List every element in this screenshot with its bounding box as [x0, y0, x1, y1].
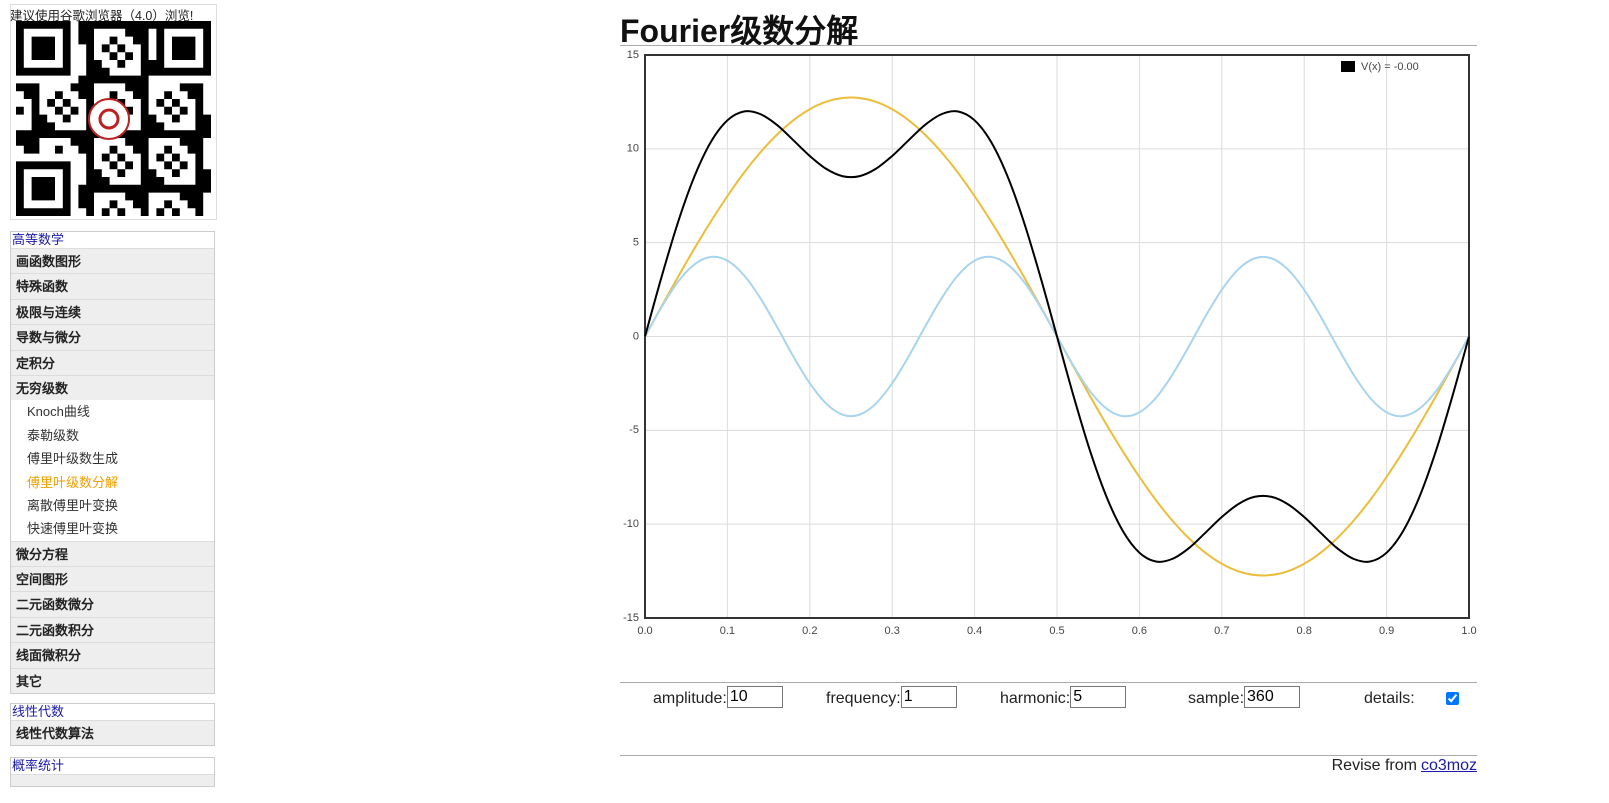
x-tick-label: 0.9	[1379, 625, 1394, 637]
submenu-item[interactable]: 傅里叶级数分解	[27, 474, 119, 490]
series-line	[644, 110, 1470, 563]
x-tick-label: 0.8	[1297, 625, 1312, 637]
page-title: Fourier级数分解	[620, 13, 859, 49]
control-label: amplitude:	[653, 690, 727, 707]
divider	[620, 755, 1477, 756]
qr-logo-inner	[98, 108, 120, 130]
submenu-item[interactable]: 离散傅里叶变换	[27, 497, 119, 513]
qr-code	[10, 4, 217, 220]
control-input[interactable]	[726, 686, 783, 708]
x-tick-label: 0.3	[885, 625, 900, 637]
menu-section: 概率统计	[10, 757, 215, 787]
control-label: details:	[1364, 690, 1415, 707]
control-checkbox[interactable]	[1445, 692, 1459, 706]
menu-item[interactable]: 二元函数微分	[11, 591, 214, 617]
y-tick-label: 15	[627, 49, 639, 61]
control: details:	[1364, 686, 1459, 712]
submenu-item[interactable]: 傅里叶级数生成	[27, 451, 119, 467]
qr-logo	[88, 98, 130, 140]
menu-item[interactable]: 画函数图形	[11, 248, 214, 274]
notice: 建议使用谷歌浏览器（4.0）浏览!	[10, 9, 194, 23]
qr-modules	[16, 21, 211, 216]
menu-item[interactable]: 导数与微分	[11, 324, 214, 350]
x-tick-label: 0.2	[802, 625, 817, 637]
menu-item[interactable]: 空间图形	[11, 566, 214, 592]
menu-section-title[interactable]: 高等数学	[12, 232, 65, 247]
y-tick-label: 10	[627, 143, 639, 155]
control-input[interactable]	[1244, 686, 1301, 708]
menu-item[interactable]: 微分方程	[11, 540, 214, 567]
y-tick-label: -10	[623, 518, 639, 530]
menu-item[interactable]: 无穷级数	[11, 374, 214, 401]
chart: -15 -10 -5 0 5 10 15 0.0 0.1 0.2 0.3 0.4 0.5 0.6 0.7 0.…	[623, 49, 1477, 637]
menu-item[interactable]: 二元函数积分	[11, 616, 214, 643]
control-label: sample:	[1188, 690, 1245, 707]
menu-section: 高等数学 画函数图形 特殊函数 极限与连续 导数与微分 定积分 无穷级数 Knoch曲线 泰勒级…	[10, 231, 215, 695]
y-tick-label: 0	[633, 330, 639, 342]
control-label: frequency:	[826, 690, 901, 707]
menu-item[interactable]: 极限与连续	[11, 298, 214, 325]
control: sample:	[1188, 686, 1301, 712]
x-tick-label: 1.0	[1461, 625, 1476, 637]
y-tick-label: -15	[623, 612, 639, 624]
menu-item[interactable]: 其它	[11, 667, 214, 694]
menu-item[interactable]	[11, 774, 214, 786]
menu-section: 线性代数 线性代数算法	[10, 703, 215, 747]
footer: Revise from co3moz	[1332, 757, 1477, 775]
submenu-item[interactable]: Knoch曲线	[27, 404, 90, 420]
submenu-item[interactable]: 快速傅里叶变换	[27, 521, 119, 537]
x-tick-label: 0.0	[637, 625, 652, 637]
control: frequency:	[826, 686, 957, 712]
control: harmonic:	[1000, 686, 1127, 712]
legend-label: V(x) = -0.00	[1361, 61, 1419, 73]
control-label: harmonic:	[1000, 690, 1071, 707]
divider	[620, 682, 1477, 683]
y-tick-label: -5	[629, 424, 639, 436]
x-tick-label: 0.4	[967, 625, 982, 637]
menu-item[interactable]: 定积分	[11, 349, 214, 375]
legend-swatch	[1341, 61, 1355, 72]
control-input[interactable]	[900, 686, 957, 708]
divider	[620, 45, 1477, 46]
menu-section-title[interactable]: 线性代数	[12, 704, 65, 719]
submenu-item[interactable]: 泰勒级数	[27, 427, 80, 443]
control: amplitude:	[653, 686, 783, 712]
footer-text: Revise from	[1331, 757, 1417, 774]
menu-item[interactable]: 线面微积分	[11, 642, 214, 668]
y-tick-label: 5	[633, 237, 639, 249]
menu-item[interactable]: 线性代数算法	[11, 720, 214, 746]
footer-link[interactable]: co3moz	[1420, 757, 1477, 774]
x-tick-label: 0.6	[1132, 625, 1147, 637]
menu-section-title[interactable]: 概率统计	[12, 758, 65, 773]
control-input[interactable]	[1070, 686, 1127, 708]
x-tick-label: 0.5	[1049, 625, 1064, 637]
x-tick-label: 0.1	[720, 625, 735, 637]
x-tick-label: 0.7	[1214, 625, 1229, 637]
menu-item[interactable]: 特殊函数	[11, 273, 214, 299]
